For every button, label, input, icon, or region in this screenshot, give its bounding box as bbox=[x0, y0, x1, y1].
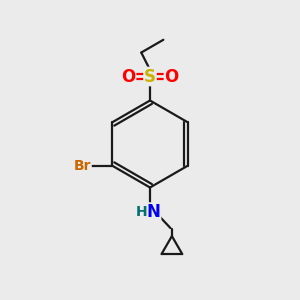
Text: S: S bbox=[144, 68, 156, 85]
Text: O: O bbox=[121, 68, 136, 85]
Text: H: H bbox=[136, 205, 147, 219]
Text: Br: Br bbox=[74, 159, 91, 173]
Text: N: N bbox=[147, 203, 160, 221]
Text: O: O bbox=[164, 68, 179, 85]
